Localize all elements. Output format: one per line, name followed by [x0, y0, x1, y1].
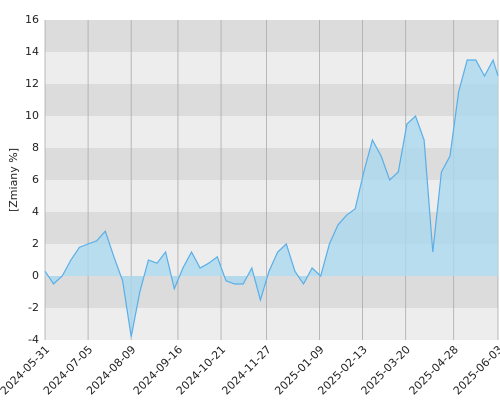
grid-band — [45, 180, 498, 212]
y-tick-label: 6 — [32, 173, 39, 186]
grid-band — [45, 308, 498, 340]
y-tick-label: 4 — [32, 205, 39, 218]
y-tick-label: 8 — [32, 141, 39, 154]
grid-band — [45, 116, 498, 148]
y-axis-label: [Zmiany %] — [7, 148, 20, 212]
y-tick-label: 2 — [32, 237, 39, 250]
y-tick-label: -2 — [28, 301, 39, 314]
grid-band — [45, 276, 498, 308]
y-tick-label: 12 — [25, 77, 39, 90]
y-tick-label: -4 — [28, 333, 39, 346]
area — [45, 60, 498, 337]
grid-band — [45, 148, 498, 180]
grid-band — [45, 20, 498, 52]
grid-band — [45, 52, 498, 84]
y-tick-label: 10 — [25, 109, 39, 122]
y-tick-label: 14 — [25, 45, 39, 58]
y-tick-label: 16 — [25, 13, 39, 26]
x-tick-label: 2024-11-27 — [219, 343, 273, 397]
y-tick-label: 0 — [32, 269, 39, 282]
line — [44, 58, 499, 337]
grid-band — [45, 84, 498, 116]
